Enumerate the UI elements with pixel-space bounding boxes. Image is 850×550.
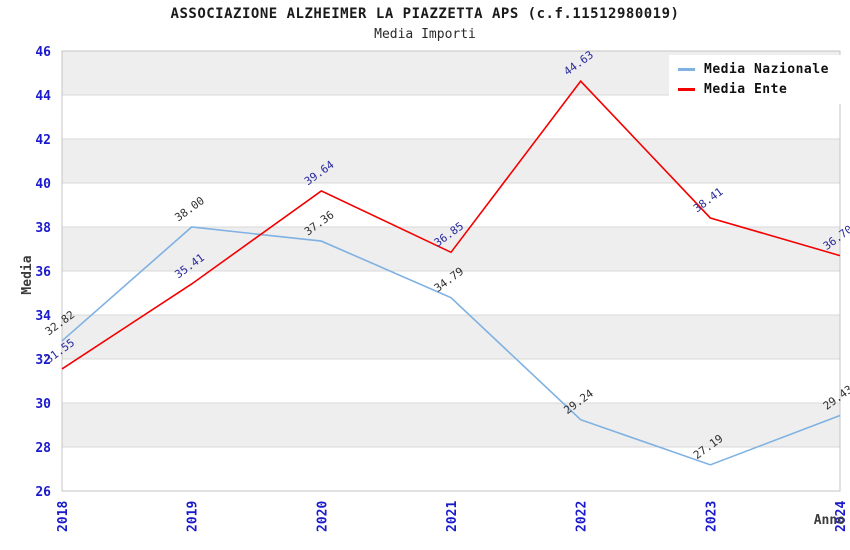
y-tick-label: 36 (35, 265, 51, 280)
chart-subtitle: Media Importi (374, 27, 476, 42)
y-axis-title: Media (20, 255, 35, 294)
y-tick-label: 30 (35, 397, 51, 412)
chart-title: ASSOCIAZIONE ALZHEIMER LA PIAZZETTA APS … (170, 6, 680, 22)
y-tick-label: 42 (35, 133, 51, 148)
y-tick-label: 38 (35, 221, 51, 236)
grid-band (62, 183, 840, 227)
chart-legend: Media Nazionale Media Ente (669, 55, 843, 104)
legend-label: Media Ente (704, 82, 788, 97)
grid-band (62, 139, 840, 183)
x-tick-label: 2024 (834, 501, 849, 532)
grid-band (62, 315, 840, 359)
series-line (61, 226, 841, 466)
y-tick-label: 40 (35, 177, 51, 192)
grid-band (62, 271, 840, 315)
y-tick-label: 34 (35, 309, 51, 324)
media-nazionale-line-swatch-icon (678, 68, 695, 71)
grid-band (62, 447, 840, 491)
x-tick-label: 2018 (56, 501, 71, 532)
grid-band (62, 359, 840, 403)
plot-border (61, 50, 841, 492)
x-axis-title: Anno (814, 513, 845, 528)
media-ente-line-swatch-icon (678, 88, 695, 91)
y-tick-label: 46 (35, 45, 51, 60)
x-tick-label: 2019 (186, 501, 201, 532)
x-tick-label: 2023 (704, 501, 719, 532)
y-tick-label: 26 (35, 485, 51, 500)
grid-band (62, 403, 840, 447)
x-tick-label: 2022 (575, 501, 590, 532)
legend-item-media-nazionale: Media Nazionale (678, 62, 829, 77)
legend-item-media-ente: Media Ente (678, 82, 829, 97)
legend-label: Media Nazionale (704, 62, 829, 77)
y-tick-label: 28 (35, 441, 51, 456)
x-tick-label: 2021 (445, 501, 460, 532)
x-tick-label: 2020 (315, 501, 330, 532)
y-tick-label: 44 (35, 89, 51, 104)
series-line (61, 79, 841, 370)
y-tick-label: 32 (35, 353, 51, 368)
grid-band (62, 227, 840, 271)
